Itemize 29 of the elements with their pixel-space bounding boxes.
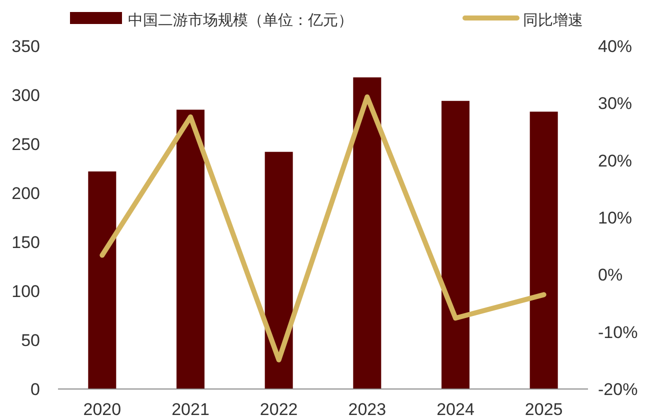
y2-tick-label: 30% <box>598 94 632 114</box>
y2-tick-label: 0% <box>598 266 623 285</box>
bar <box>88 171 116 389</box>
y-tick-label: 200 <box>12 184 40 203</box>
y-tick-label: 150 <box>12 233 40 252</box>
x-tick-label: 2023 <box>348 400 386 419</box>
y-tick-label: 350 <box>12 37 40 56</box>
x-tick-label: 2020 <box>83 400 122 419</box>
y-tick-label: 300 <box>12 86 40 105</box>
y2-tick-label: 20% <box>598 151 632 170</box>
bar <box>442 100 470 389</box>
bar <box>176 110 204 389</box>
x-tick-label: 2022 <box>260 400 298 419</box>
legend-label: 同比增速 <box>523 12 583 29</box>
legend-label: 中国二游市场规模（单位：亿元） <box>128 12 353 29</box>
bar <box>530 112 558 389</box>
y-tick-label: 0 <box>30 380 40 399</box>
y-tick-label: 100 <box>12 282 40 301</box>
bar <box>353 77 382 389</box>
y-tick-label: 250 <box>12 135 40 154</box>
y-tick-label: 50 <box>21 331 40 350</box>
y2-tick-label: -10% <box>598 322 638 342</box>
y2-tick-label: -20% <box>598 380 638 399</box>
x-tick-label: 2025 <box>524 400 563 419</box>
x-tick-label: 2021 <box>172 400 210 419</box>
x-tick-label: 2024 <box>436 400 474 419</box>
bar <box>264 152 293 389</box>
y2-tick-label: 40% <box>598 37 632 56</box>
y2-tick-label: 10% <box>598 208 632 228</box>
